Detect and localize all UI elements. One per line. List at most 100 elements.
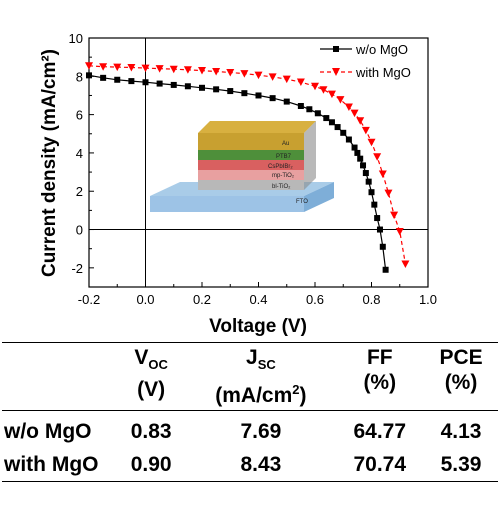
layer-label-perovskite: CsPbIBr₂ — [268, 164, 293, 170]
cell-pce: 5.39 — [440, 452, 482, 476]
layer-fto-front — [150, 196, 304, 212]
data-point-w-o-mgo — [142, 79, 149, 86]
y-tick-label: -2 — [71, 261, 83, 276]
data-point-w-o-mgo — [374, 215, 381, 222]
data-point-w-o-mgo — [362, 170, 369, 177]
data-point-with-mgo — [113, 63, 122, 72]
data-point-with-mgo — [85, 62, 93, 70]
data-point-w-o-mgo — [269, 95, 276, 102]
data-point-w-o-mgo — [170, 81, 177, 88]
x-tick-label: 0.4 — [249, 292, 267, 307]
x-axis-title: Voltage (V) — [209, 316, 307, 337]
data-point-with-mgo — [384, 189, 393, 198]
y-axis-ticks: -2 0 2 4 6 8 10 — [69, 31, 94, 288]
data-point-w-o-mgo — [128, 78, 135, 85]
layer-label-mptio2: mp-TiO₂ — [272, 173, 295, 179]
data-point-with-mgo — [127, 63, 136, 72]
data-point-w-o-mgo — [227, 88, 234, 95]
data-point-w-o-mgo — [156, 80, 163, 87]
results-header-row: VOC (V) JSC (mA/cm2) FF (%) PCE (%) — [2, 342, 498, 411]
layer-mptio2 — [198, 170, 304, 180]
data-point-with-mgo — [319, 86, 328, 94]
data-point-w-o-mgo — [184, 83, 191, 90]
data-point-with-mgo — [311, 82, 319, 91]
data-point-w-o-mgo — [354, 149, 361, 156]
y-tick-label: 4 — [76, 146, 83, 161]
data-point-with-mgo — [99, 63, 108, 71]
data-point-w-o-mgo — [334, 124, 341, 131]
data-point-with-mgo — [373, 153, 382, 161]
y-tick-label: 8 — [76, 69, 83, 84]
layer-au-top — [198, 121, 316, 133]
data-point-w-o-mgo — [357, 155, 364, 162]
header-jsc: JSC (mA/cm2) — [215, 346, 307, 408]
legend-label-wo-mgo: w/o MgO — [355, 42, 408, 57]
data-point-w-o-mgo — [323, 115, 330, 122]
legend-marker-wo-mgo — [333, 46, 339, 52]
data-point-with-mgo — [282, 75, 291, 84]
layer-perovskite — [198, 160, 304, 170]
data-point-with-mgo — [198, 67, 206, 75]
row-name-wo-mgo: w/o MgO — [4, 419, 92, 443]
data-point-w-o-mgo — [368, 189, 375, 196]
data-point-w-o-mgo — [340, 129, 347, 136]
header-pce: PCE (%) — [439, 346, 483, 394]
row-name-with-mgo: with MgO — [4, 452, 99, 476]
y-tick-label: 2 — [76, 184, 83, 199]
data-point-w-o-mgo — [382, 266, 389, 273]
jv-chart: -0.2 0.0 0.2 0.4 0.6 0.8 1.0 -2 0 2 4 6 8 10 Au PTB7… — [39, 31, 437, 337]
device-schematic-inset: Au PTB7 CsPbIBr₂ mp-TiO₂ bl-TiO₂ FTO — [150, 121, 334, 212]
data-point-w-o-mgo — [365, 178, 372, 185]
data-point-w-o-mgo — [255, 92, 262, 99]
x-tick-label: 0.8 — [362, 292, 380, 307]
data-point-w-o-mgo — [379, 243, 386, 250]
data-point-w-o-mgo — [241, 90, 248, 97]
x-tick-label: 0.2 — [193, 292, 211, 307]
cell-jsc: 7.69 — [240, 419, 282, 443]
data-point-with-mgo — [327, 90, 336, 99]
data-point-w-o-mgo — [345, 136, 352, 143]
header-ff: FF (%) — [363, 346, 397, 394]
data-point-w-o-mgo — [371, 201, 378, 208]
data-point-with-mgo — [268, 73, 277, 81]
data-point-w-o-mgo — [100, 74, 107, 81]
data-point-with-mgo — [361, 126, 370, 135]
data-point-w-o-mgo — [297, 102, 304, 109]
legend: w/o MgO with MgO — [320, 42, 411, 80]
cell-voc: 0.90 — [130, 452, 172, 476]
x-tick-label: 0.0 — [136, 292, 154, 307]
data-point-with-mgo — [378, 170, 387, 178]
x-tick-label: 0.6 — [306, 292, 324, 307]
data-point-with-mgo — [401, 260, 410, 269]
data-point-with-mgo — [336, 96, 345, 104]
data-point-with-mgo — [390, 211, 399, 220]
y-tick-label: 0 — [76, 223, 83, 238]
layer-label-au: Au — [282, 141, 289, 147]
data-point-with-mgo — [356, 117, 365, 125]
data-point-with-mgo — [395, 227, 404, 236]
data-point-w-o-mgo — [314, 110, 321, 117]
data-point-with-mgo — [141, 64, 150, 73]
x-tick-label: 1.0 — [419, 292, 437, 307]
cell-pce: 4.13 — [440, 419, 482, 443]
legend-label-with-mgo: with MgO — [355, 65, 411, 80]
data-point-with-mgo — [240, 70, 249, 78]
header-blank — [2, 343, 116, 411]
data-point-with-mgo — [344, 103, 353, 111]
data-point-w-o-mgo — [213, 86, 220, 93]
layer-label-ptb7: PTB7 — [276, 154, 292, 160]
cell-ff: 64.77 — [353, 419, 407, 443]
data-point-with-mgo — [183, 66, 192, 74]
layer-fto-side — [304, 182, 334, 212]
cell-jsc: 8.43 — [240, 452, 282, 476]
data-point-w-o-mgo — [199, 84, 205, 91]
cell-voc: 0.83 — [130, 419, 172, 443]
y-axis-title: Current density (mA/cm²) — [39, 49, 60, 277]
layer-stack-side — [304, 121, 316, 190]
layer-au-front — [198, 133, 304, 150]
table-row: w/o MgO 0.83 7.69 64.77 4.13 — [2, 411, 498, 449]
data-point-w-o-mgo — [351, 144, 358, 151]
results-table: VOC (V) JSC (mA/cm2) FF (%) PCE (%) w/o … — [2, 342, 498, 482]
layer-bltio2 — [198, 180, 304, 190]
data-point-with-mgo — [226, 68, 235, 77]
